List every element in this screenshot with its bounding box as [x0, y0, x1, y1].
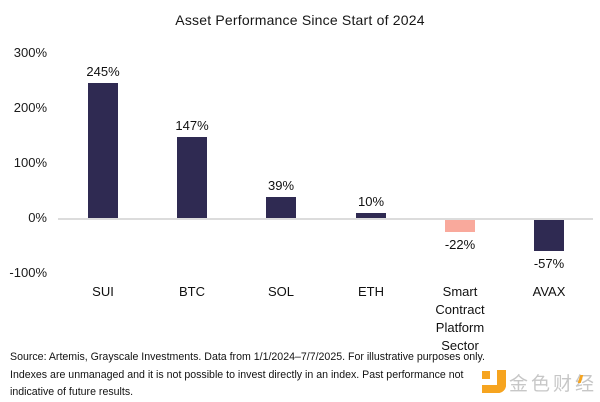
y-axis-tick-label: 0% [28, 210, 47, 225]
footer-line-2: Indexes are unmanaged and it is not poss… [10, 368, 464, 381]
bar-btc [177, 137, 207, 218]
x-axis-category-label-sui: SUI [92, 284, 114, 299]
bar-sol [266, 196, 296, 218]
y-axis-tick-label: 100% [13, 155, 47, 170]
bar-eth [356, 212, 386, 218]
bar-value-label-smart-contract-platform-sector: -22% [444, 236, 476, 252]
watermark-text: 金色财经 [509, 373, 598, 395]
zero-baseline [58, 217, 593, 220]
x-axis-category-label-eth: ETH [358, 284, 384, 299]
watermark: 金色财经 [482, 370, 600, 400]
y-axis-tick-label: -100% [9, 265, 47, 280]
x-axis-category-label-smart-contract-platform-sector: Smart Contract Platform Sector [435, 284, 485, 353]
bar-value-label-eth: 10% [357, 193, 385, 209]
x-axis-category-label-btc: BTC [179, 284, 205, 299]
bar-sui [88, 83, 118, 218]
x-axis-category-label-avax: AVAX [532, 284, 566, 299]
footer-disclaimer: Source: Artemis, Grayscale Investments. … [10, 349, 596, 402]
chart-title: Asset Performance Since Start of 2024 [175, 12, 425, 28]
footer-line-3: indicative of future results. [10, 386, 134, 399]
bar-smart-contract-platform-sector [445, 219, 475, 232]
bar-avax [534, 219, 564, 251]
bar-value-label-sol: 39% [267, 177, 295, 193]
bar-value-label-sui: 245% [86, 64, 120, 80]
jinse-finance-logo-icon [482, 370, 506, 393]
bar-value-label-btc: 147% [175, 118, 209, 134]
y-axis-tick-label: 300% [13, 45, 47, 60]
logo-bracket [482, 370, 506, 393]
y-axis-tick-label: 200% [13, 100, 47, 115]
x-axis-category-label-sol: SOL [267, 284, 294, 299]
bar-value-label-avax: -57% [533, 255, 565, 271]
footer-line-1: Source: Artemis, Grayscale Investments. … [10, 351, 485, 363]
